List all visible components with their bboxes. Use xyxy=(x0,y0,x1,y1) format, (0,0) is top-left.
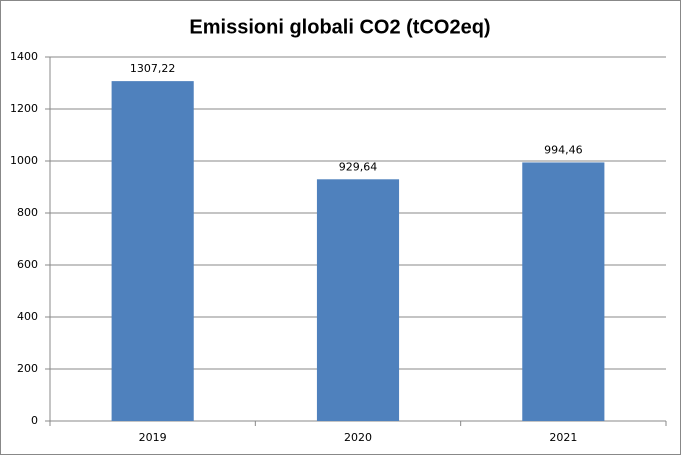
value-label: 1307,22 xyxy=(130,62,176,75)
y-tick-label: 800 xyxy=(17,206,38,219)
y-tick-label: 1200 xyxy=(10,102,38,115)
y-tick-label: 400 xyxy=(17,310,38,323)
bar xyxy=(316,179,400,421)
value-label: 929,64 xyxy=(339,160,378,173)
y-tick-label: 1000 xyxy=(10,154,38,167)
value-label: 994,46 xyxy=(544,143,583,156)
x-tick-label: 2019 xyxy=(139,431,167,444)
x-tick-label: 2020 xyxy=(344,431,372,444)
y-tick-label: 1400 xyxy=(10,50,38,63)
bar xyxy=(522,162,605,421)
y-tick-label: 200 xyxy=(17,362,38,375)
chart-title: Emissioni globali CO2 (tCO2eq) xyxy=(189,16,490,38)
bar xyxy=(111,81,194,421)
y-tick-label: 600 xyxy=(17,258,38,271)
y-tick-label: 0 xyxy=(31,414,38,427)
x-tick-label: 2021 xyxy=(549,431,577,444)
